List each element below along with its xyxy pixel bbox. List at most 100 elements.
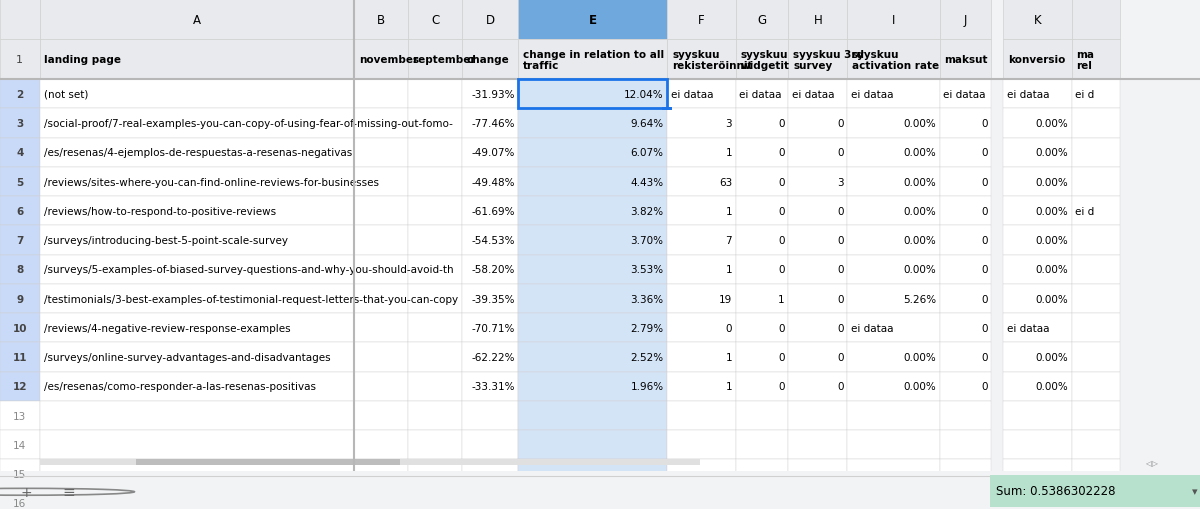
Bar xyxy=(518,138,667,167)
Bar xyxy=(0,109,40,138)
Bar xyxy=(0,138,40,167)
Bar xyxy=(40,343,354,372)
Text: /reviews/4-negative-review-response-examples: /reviews/4-negative-review-response-exam… xyxy=(44,323,292,333)
Bar xyxy=(462,80,518,109)
Text: +: + xyxy=(20,485,32,499)
Bar xyxy=(736,401,788,430)
Bar xyxy=(1072,167,1120,197)
Text: 4: 4 xyxy=(16,148,24,158)
Bar xyxy=(940,343,991,372)
Bar xyxy=(462,314,518,343)
Bar xyxy=(40,197,354,226)
Text: 1: 1 xyxy=(725,148,732,158)
Text: 0: 0 xyxy=(982,207,988,216)
Bar xyxy=(667,489,736,509)
Text: 0: 0 xyxy=(838,294,844,304)
Text: 0.00%: 0.00% xyxy=(1036,382,1068,391)
Bar xyxy=(408,226,462,255)
Bar xyxy=(847,372,940,401)
Text: 7: 7 xyxy=(16,236,24,245)
Text: 0: 0 xyxy=(779,352,785,362)
Text: 0: 0 xyxy=(779,382,785,391)
Bar xyxy=(40,460,354,489)
Bar xyxy=(736,109,788,138)
Bar xyxy=(1072,372,1120,401)
Bar xyxy=(1003,80,1072,109)
Bar xyxy=(1072,80,1120,109)
Bar xyxy=(354,314,408,343)
Text: 1.96%: 1.96% xyxy=(630,382,664,391)
Text: 10: 10 xyxy=(12,323,28,333)
Bar xyxy=(40,255,354,285)
Text: 0: 0 xyxy=(838,207,844,216)
Bar xyxy=(788,226,847,255)
Text: 0: 0 xyxy=(838,352,844,362)
Text: A: A xyxy=(193,14,200,26)
Bar xyxy=(518,80,667,109)
Text: konversio: konversio xyxy=(1008,55,1066,65)
Text: 0: 0 xyxy=(779,265,785,275)
Bar xyxy=(408,0,462,40)
Bar xyxy=(1003,489,1072,509)
Text: 0.00%: 0.00% xyxy=(1036,265,1068,275)
Bar xyxy=(736,372,788,401)
Text: 0.00%: 0.00% xyxy=(904,352,936,362)
Bar xyxy=(518,401,667,430)
Text: ◁▷: ◁▷ xyxy=(1146,458,1158,467)
Bar xyxy=(0,314,40,343)
Text: ei dataa: ei dataa xyxy=(792,90,834,100)
Bar xyxy=(940,167,991,197)
Bar xyxy=(667,343,736,372)
Text: /surveys/online-survey-advantages-and-disadvantages: /surveys/online-survey-advantages-and-di… xyxy=(44,352,331,362)
Bar xyxy=(1072,197,1120,226)
Bar xyxy=(1072,226,1120,255)
Text: /social-proof/7-real-examples-you-can-copy-of-using-fear-of-missing-out-fomo-: /social-proof/7-real-examples-you-can-co… xyxy=(44,119,454,129)
Bar xyxy=(1003,138,1072,167)
Bar xyxy=(788,40,847,80)
Bar xyxy=(667,460,736,489)
Bar xyxy=(462,40,518,80)
Bar xyxy=(1072,109,1120,138)
Bar xyxy=(408,343,462,372)
Text: ei dataa: ei dataa xyxy=(1007,90,1049,100)
Bar xyxy=(0,226,40,255)
Text: 3.53%: 3.53% xyxy=(630,265,664,275)
Bar xyxy=(40,80,354,109)
Text: E: E xyxy=(589,14,596,26)
Text: 0: 0 xyxy=(779,148,785,158)
Text: 1: 1 xyxy=(725,265,732,275)
Text: 0: 0 xyxy=(982,352,988,362)
Text: 63: 63 xyxy=(719,177,732,187)
Bar xyxy=(408,372,462,401)
Text: F: F xyxy=(698,14,704,26)
Text: 3: 3 xyxy=(725,119,732,129)
Text: 0: 0 xyxy=(779,236,785,245)
Bar xyxy=(0,285,40,314)
Bar xyxy=(40,460,700,465)
Bar xyxy=(1072,314,1120,343)
Bar xyxy=(354,197,408,226)
Text: change: change xyxy=(467,55,510,65)
Bar xyxy=(0,167,40,197)
Text: -61.69%: -61.69% xyxy=(472,207,515,216)
Bar xyxy=(354,226,408,255)
Bar xyxy=(736,167,788,197)
Bar xyxy=(462,197,518,226)
Bar xyxy=(667,0,736,40)
Bar xyxy=(1003,430,1072,460)
Text: 0.00%: 0.00% xyxy=(1036,148,1068,158)
Text: 0: 0 xyxy=(838,119,844,129)
Bar xyxy=(518,343,667,372)
Text: 5.26%: 5.26% xyxy=(902,294,936,304)
Bar xyxy=(408,40,462,80)
Bar xyxy=(940,401,991,430)
Bar xyxy=(354,460,408,489)
Bar xyxy=(847,314,940,343)
Text: 2.52%: 2.52% xyxy=(630,352,664,362)
Text: ma
rel: ma rel xyxy=(1076,49,1094,71)
Text: 0: 0 xyxy=(982,148,988,158)
Bar xyxy=(518,489,667,509)
Text: 3.70%: 3.70% xyxy=(631,236,664,245)
Text: /es/resenas/4-ejemplos-de-respuestas-a-resenas-negativas: /es/resenas/4-ejemplos-de-respuestas-a-r… xyxy=(44,148,353,158)
Text: 15: 15 xyxy=(13,469,26,479)
